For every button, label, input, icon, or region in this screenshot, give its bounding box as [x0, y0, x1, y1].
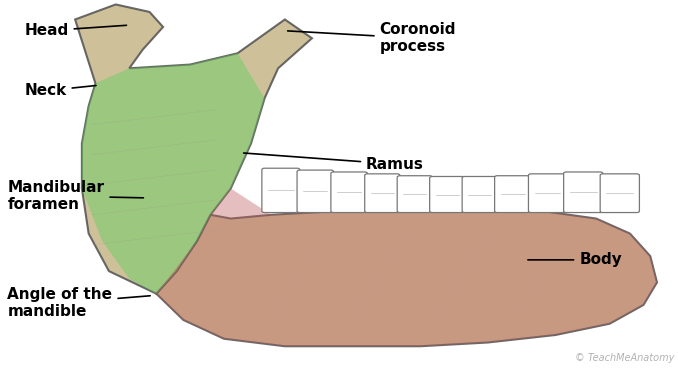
FancyBboxPatch shape — [563, 172, 603, 213]
Text: © TeachMeAnatomy: © TeachMeAnatomy — [574, 353, 674, 363]
Polygon shape — [157, 188, 657, 346]
FancyBboxPatch shape — [331, 172, 367, 213]
Polygon shape — [82, 53, 264, 294]
Text: Head: Head — [24, 23, 127, 38]
Text: Mandibular
foramen: Mandibular foramen — [7, 180, 143, 212]
Polygon shape — [75, 5, 312, 294]
FancyBboxPatch shape — [462, 176, 498, 213]
FancyBboxPatch shape — [600, 174, 639, 213]
Text: Angle of the
mandible: Angle of the mandible — [7, 287, 150, 319]
FancyBboxPatch shape — [528, 174, 566, 213]
FancyBboxPatch shape — [397, 176, 433, 213]
FancyBboxPatch shape — [430, 176, 465, 213]
Text: Ramus: Ramus — [243, 153, 424, 172]
Text: Coronoid
process: Coronoid process — [287, 22, 456, 54]
Text: Body: Body — [528, 252, 622, 267]
FancyBboxPatch shape — [365, 174, 400, 213]
FancyBboxPatch shape — [297, 170, 334, 213]
Text: Neck: Neck — [24, 83, 96, 98]
Polygon shape — [157, 211, 657, 346]
FancyBboxPatch shape — [262, 168, 300, 213]
FancyBboxPatch shape — [495, 176, 531, 213]
